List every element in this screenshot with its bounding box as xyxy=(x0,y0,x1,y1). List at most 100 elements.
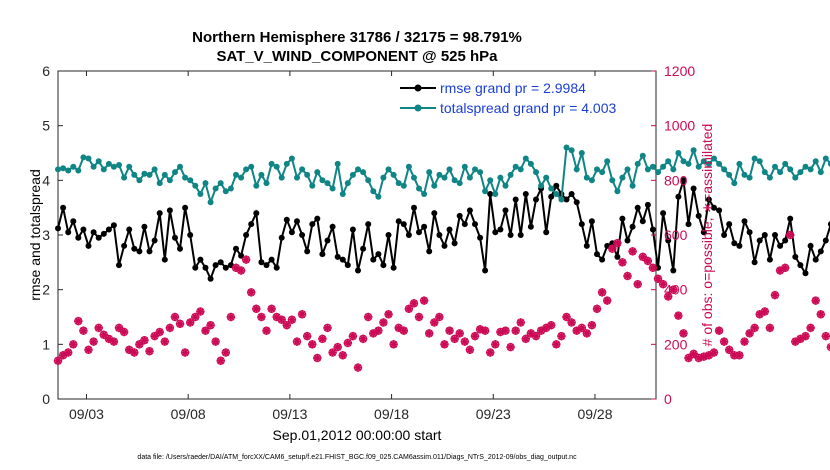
obs-possible-point xyxy=(247,288,256,297)
data-point xyxy=(426,169,433,176)
data-point xyxy=(700,158,707,165)
data-point xyxy=(334,253,341,260)
data-point xyxy=(319,177,326,184)
obs-possible-point xyxy=(59,351,68,360)
data-point xyxy=(446,226,453,233)
obs-possible-point xyxy=(226,312,235,322)
data-point xyxy=(233,171,239,178)
obs-possible-point xyxy=(760,307,769,316)
obs-possible-point xyxy=(160,337,169,346)
obs-possible-point xyxy=(496,327,505,337)
obs-possible-point xyxy=(577,323,586,332)
obs-assimilated-point xyxy=(765,323,775,333)
data-point xyxy=(166,207,173,214)
data-point xyxy=(431,210,438,217)
obs-assimilated-point xyxy=(353,363,363,372)
data-point xyxy=(253,182,260,189)
data-point xyxy=(726,171,733,178)
obs-assimilated-point xyxy=(521,334,531,344)
data-point xyxy=(807,242,814,249)
data-point xyxy=(533,196,539,203)
obs-possible-point xyxy=(298,310,307,319)
obs-assimilated-point xyxy=(318,334,327,344)
data-point xyxy=(288,155,295,162)
y-right-tick-label: 1000 xyxy=(664,118,695,134)
obs-possible-point xyxy=(653,274,663,283)
data-point xyxy=(685,221,692,228)
obs-assimilated-point xyxy=(84,345,93,354)
data-point xyxy=(741,218,748,225)
data-point xyxy=(80,154,87,161)
obs-assimilated-point xyxy=(552,340,561,349)
obs-assimilated-point xyxy=(562,312,571,322)
data-point xyxy=(716,207,723,214)
data-point xyxy=(604,158,611,165)
data-point xyxy=(822,237,829,244)
data-point xyxy=(395,218,402,225)
obs-possible-point xyxy=(216,356,225,365)
data-point xyxy=(456,212,463,219)
data-point xyxy=(365,177,372,184)
data-point xyxy=(792,174,799,181)
data-point xyxy=(258,171,265,178)
data-point xyxy=(588,218,595,225)
obs-possible-point xyxy=(125,345,134,354)
y-right-tick-label: 400 xyxy=(664,282,688,298)
data-point xyxy=(716,160,723,167)
data-point xyxy=(431,182,438,189)
data-point xyxy=(634,204,641,211)
obs-assimilated-point xyxy=(343,338,353,348)
data-point xyxy=(731,180,738,187)
data-point xyxy=(222,264,229,271)
data-point xyxy=(380,262,387,269)
obs-possible-point xyxy=(109,337,119,346)
data-point xyxy=(243,232,250,238)
obs-assimilated-point xyxy=(435,312,444,322)
data-point xyxy=(766,256,773,263)
data-point xyxy=(273,163,280,170)
data-point xyxy=(553,191,560,197)
data-point xyxy=(461,221,468,228)
legend: rmse grand pr = 2.9984 totalspread grand… xyxy=(394,76,646,122)
obs-assimilated-point xyxy=(450,334,459,344)
data-point xyxy=(548,193,555,200)
data-point xyxy=(207,199,214,206)
obs-possible-point xyxy=(440,340,449,349)
data-point xyxy=(304,171,311,178)
data-point xyxy=(634,160,641,167)
obs-possible-point xyxy=(638,252,647,261)
obs-possible-point xyxy=(323,323,332,332)
obs-possible-point xyxy=(781,263,790,272)
obs-possible-point xyxy=(79,326,88,335)
data-point xyxy=(583,174,590,181)
data-point xyxy=(502,207,509,214)
obs-possible-point xyxy=(170,312,180,322)
obs-assimilated-point xyxy=(786,230,795,240)
obs-assimilated-point xyxy=(526,329,536,338)
obs-possible-point xyxy=(384,310,393,319)
data-point xyxy=(370,256,377,263)
obs-assimilated-point xyxy=(211,337,220,346)
data-point xyxy=(278,174,285,181)
obs-assimilated-point xyxy=(816,310,825,319)
data-point xyxy=(334,160,341,167)
obs-assimilated-point xyxy=(338,351,347,360)
data-point xyxy=(675,193,682,200)
obs-assimilated-point xyxy=(608,244,617,253)
data-point xyxy=(497,174,504,181)
obs-assimilated-point xyxy=(725,345,734,354)
data-point xyxy=(263,180,270,187)
data-point xyxy=(817,248,824,255)
obs-possible-point xyxy=(135,340,144,349)
data-point xyxy=(60,204,67,211)
data-point xyxy=(812,256,819,263)
obs-assimilated-point xyxy=(491,340,500,349)
obs-possible-point xyxy=(303,332,312,341)
data-point xyxy=(131,245,138,252)
obs-possible-point xyxy=(486,348,495,357)
data-point xyxy=(675,150,682,156)
legend-box xyxy=(394,76,646,122)
obs-assimilated-point xyxy=(643,256,653,266)
data-point xyxy=(75,167,82,174)
obs-assimilated-point xyxy=(145,346,154,356)
